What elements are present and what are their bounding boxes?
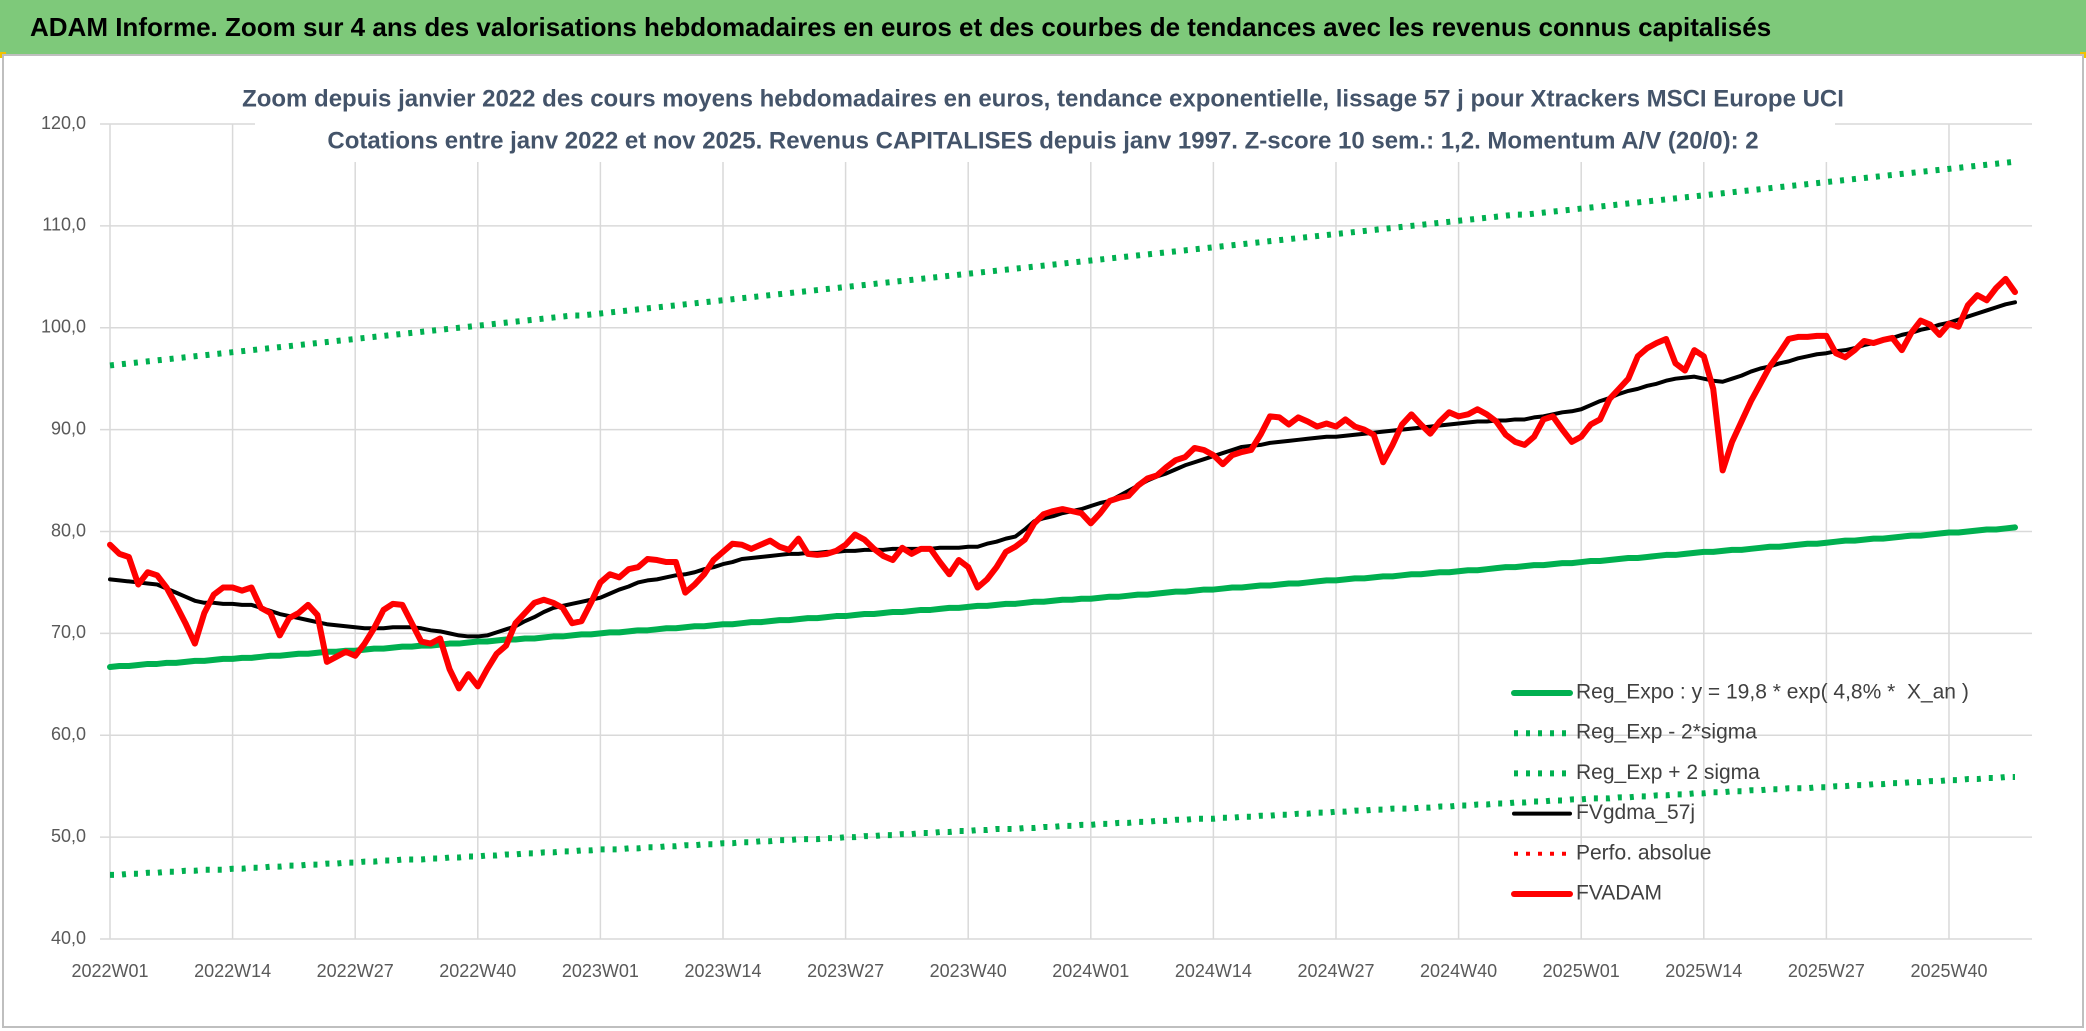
x-tick-label: 2024W14 — [1175, 961, 1252, 981]
y-tick-label: 100,0 — [41, 317, 86, 337]
header-title: ADAM Informe. Zoom sur 4 ans des valoris… — [30, 12, 1771, 42]
y-tick-label: 90,0 — [51, 418, 86, 438]
x-tick-label: 2022W14 — [194, 961, 271, 981]
legend-label: Perfo. absolue — [1576, 841, 1711, 864]
chart-frame — [2, 54, 2084, 1028]
x-tick-label: 2023W40 — [930, 961, 1007, 981]
series-line — [107, 275, 2018, 692]
x-tick-label: 2022W40 — [439, 961, 516, 981]
x-tick-label: 2024W01 — [1052, 961, 1129, 981]
legend: Reg_Expo : y = 19,8 * exp( 4,8% * X_an )… — [1511, 681, 1969, 905]
series-line — [109, 158, 2016, 369]
x-tick-label: 2024W40 — [1420, 961, 1497, 981]
x-tick-label: 2023W01 — [562, 961, 639, 981]
y-tick-label: 70,0 — [51, 622, 86, 642]
y-tick-label: 110,0 — [42, 215, 86, 235]
series-line — [108, 300, 2017, 639]
legend-label: Reg_Exp - 2*sigma — [1576, 721, 1757, 744]
axes: 40,0 50,0 60,0 70,0 80,0 90,0 100,0 110,0 120,0 2… — [41, 113, 1988, 981]
x-tick-label: 2025W27 — [1788, 961, 1865, 981]
legend-label: FVgdma_57j — [1576, 801, 1695, 824]
y-tick-label: 120,0 — [41, 113, 86, 133]
y-tick-label: 50,0 — [51, 826, 86, 846]
y-tick-label: 40,0 — [51, 928, 86, 948]
x-tick-label: 2025W40 — [1910, 961, 1987, 981]
x-tick-label: 2025W01 — [1543, 961, 1620, 981]
x-tick-label: 2022W01 — [71, 961, 148, 981]
chart-subtitle: Cotations entre janv 2022 et nov 2025. R… — [327, 127, 1758, 154]
title-backdrop — [255, 80, 1835, 162]
plot — [107, 158, 2018, 878]
x-tick-label: 2023W27 — [807, 961, 884, 981]
x-tick-label: 2024W27 — [1297, 961, 1374, 981]
legend-label: Reg_Exp + 2 sigma — [1576, 761, 1760, 784]
legend-label: Reg_Expo : y = 19,8 * exp( 4,8% * X_an ) — [1576, 681, 1969, 704]
x-tick-label: 2023W14 — [684, 961, 761, 981]
header-band — [0, 0, 2086, 54]
legend-label: FVADAM — [1576, 882, 1662, 905]
y-tick-label: 80,0 — [51, 520, 86, 540]
x-tick-label: 2022W27 — [317, 961, 394, 981]
chart-title: Zoom depuis janvier 2022 des cours moyen… — [242, 85, 1844, 112]
y-tick-label: 60,0 — [51, 724, 86, 744]
x-tick-label: 2025W14 — [1665, 961, 1742, 981]
